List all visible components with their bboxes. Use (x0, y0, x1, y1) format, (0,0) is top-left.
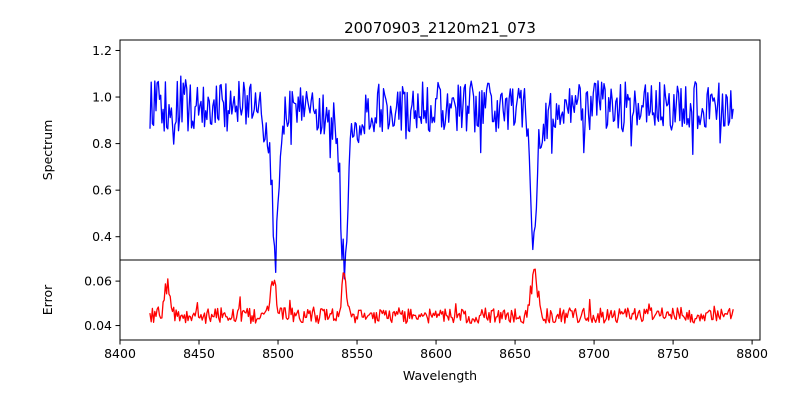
error-axes-frame (119, 259, 761, 341)
spectrum-y-tick-label: 0.6 (92, 183, 112, 198)
spectrum-y-ticks: 0.4 0.6 0.8 1.0 1.2 (92, 43, 120, 244)
spectrum-line-group (149, 75, 734, 280)
error-y-axis-label: Error (40, 284, 55, 315)
error-line-group (149, 268, 734, 324)
spectrum-y-tick-label: 1.2 (92, 43, 112, 58)
x-axis-ticks: 8400 8450 8500 8550 8600 8650 8700 8750 8800 (104, 340, 768, 361)
x-axis-label: Wavelength (403, 368, 477, 383)
error-y-tick-label: 0.04 (84, 318, 112, 333)
error-series-line (149, 268, 734, 324)
x-tick-label: 8550 (341, 346, 373, 361)
error-y-ticks: 0.04 0.06 (84, 274, 120, 333)
x-tick-label: 8800 (736, 346, 768, 361)
x-tick-label: 8450 (183, 346, 215, 361)
x-tick-label: 8700 (578, 346, 610, 361)
x-tick-label: 8500 (262, 346, 294, 361)
x-tick-label: 8650 (499, 346, 531, 361)
spectrum-y-tick-label: 0.8 (92, 136, 112, 151)
spectrum-series-line (149, 75, 734, 280)
x-tick-label: 8400 (104, 346, 136, 361)
x-tick-label: 8750 (657, 346, 689, 361)
chart-title: 20070903_2120m21_073 (344, 19, 536, 38)
spectrum-y-tick-label: 0.4 (92, 229, 112, 244)
spectrum-y-axis-label: Spectrum (40, 120, 55, 181)
spectrum-y-tick-label: 1.0 (92, 90, 112, 105)
error-panel: 0.04 0.06 Error (40, 259, 761, 341)
error-y-tick-label: 0.06 (84, 274, 112, 289)
x-tick-label: 8600 (420, 346, 452, 361)
